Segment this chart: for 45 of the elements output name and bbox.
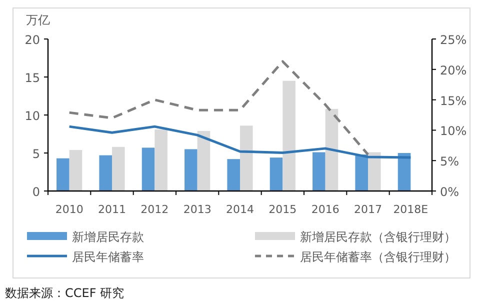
bar: [270, 158, 283, 191]
y2-tick-label: 0%: [440, 185, 460, 199]
bar: [112, 146, 125, 191]
bar: [197, 130, 210, 191]
bar: [368, 152, 381, 191]
bar: [355, 154, 368, 191]
line-series: [68, 60, 370, 156]
x-tick-label: 2013: [183, 203, 212, 216]
y-tick-label: 20: [24, 33, 40, 47]
bar: [312, 152, 326, 191]
y-tick-label: 15: [24, 71, 40, 85]
bar: [282, 80, 296, 191]
x-tick-label: 2011: [98, 203, 126, 216]
bar: [240, 126, 253, 191]
bar: [398, 153, 411, 191]
legend-label: 新增居民存款（含银行理财）: [300, 230, 456, 244]
bar: [154, 129, 168, 191]
y2-tick-label: 10%: [440, 124, 467, 138]
legend-label: 居民年储蓄率: [72, 250, 144, 264]
y-tick-label: 0: [32, 185, 40, 199]
line-series: [68, 125, 412, 159]
legend-label: 居民年储蓄率（含银行理财）: [300, 250, 456, 264]
y2-tick-label: 20%: [440, 63, 467, 78]
x-tick-label: 2010: [55, 203, 84, 216]
x-tick-label: 2018E: [393, 203, 428, 216]
bar: [69, 150, 82, 191]
bar: [227, 159, 240, 191]
y2-tick-label: 15%: [440, 94, 467, 108]
bar: [184, 149, 198, 191]
legend-label: 新增居民存款: [72, 230, 144, 244]
x-tick-label: 2012: [140, 203, 169, 216]
x-tick-label: 2015: [268, 203, 297, 216]
bar: [56, 158, 70, 191]
bar: [325, 108, 338, 191]
y2-tick-label: 25%: [440, 33, 467, 47]
bar: [99, 155, 112, 191]
x-tick-label: 2016: [311, 203, 340, 216]
source-note: 数据来源：CCEF 研究: [5, 286, 124, 300]
y-tick-label: 5: [32, 147, 40, 161]
y-axis-title: 万亿: [26, 13, 50, 27]
bar: [142, 148, 155, 191]
y-tick-label: 10: [24, 109, 40, 123]
x-tick-label: 2014: [226, 203, 254, 216]
x-tick-label: 2017: [354, 203, 382, 216]
y2-tick-label: 5%: [440, 154, 460, 169]
